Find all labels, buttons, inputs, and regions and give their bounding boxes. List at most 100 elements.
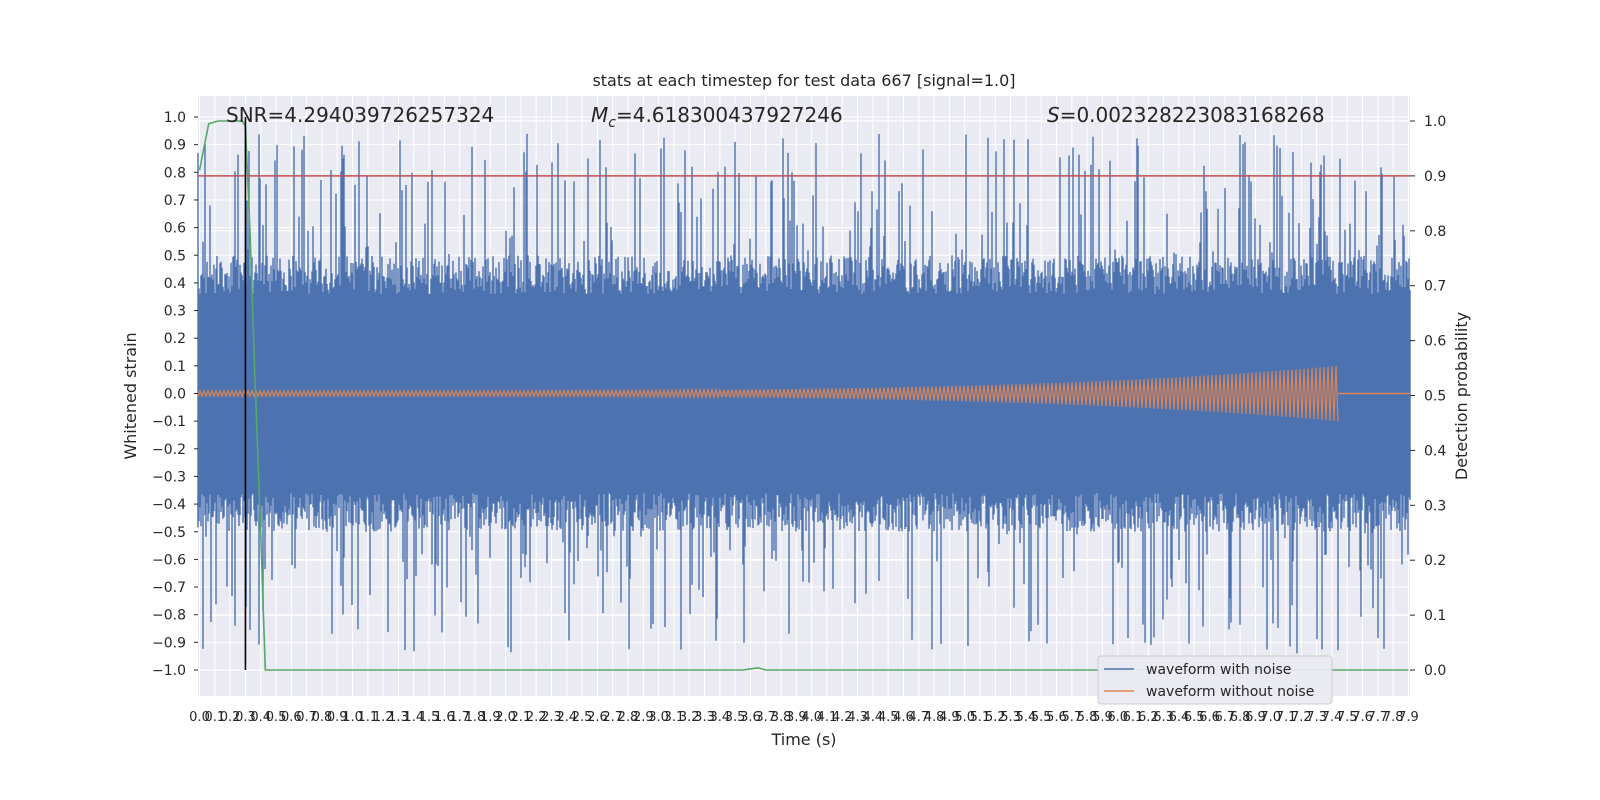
x-tick-label: 2.8 (618, 710, 639, 725)
y2-axis-label: Detection probability (1452, 312, 1471, 480)
x-tick-label: 1.6 (434, 710, 455, 725)
x-tick-label: 5.2 (985, 710, 1006, 725)
x-tick-label: 5.6 (1046, 710, 1067, 725)
chart-title: stats at each timestep for test data 667… (592, 71, 1015, 90)
x-tick-label: 1.5 (419, 710, 440, 725)
x-tick-label: 4.2 (832, 710, 853, 725)
chirp-mass-symbol: M (591, 103, 608, 127)
x-tick-label: 7.1 (1276, 710, 1297, 725)
x-tick-label: 2.5 (572, 710, 593, 725)
x-tick-label: 0.1 (204, 710, 225, 725)
x-tick-label: 5.9 (1092, 710, 1113, 725)
x-tick-label: 1.0 (342, 710, 363, 725)
y-tick-label: −1.0 (152, 663, 186, 679)
y-tick-label: 0.8 (164, 165, 186, 181)
x-tick-label: 4.4 (863, 710, 884, 725)
s-value: =0.002328223083168268 (1060, 103, 1325, 127)
x-tick-label: 4.0 (801, 710, 822, 725)
x-tick-label: 3.4 (709, 710, 730, 725)
x-tick-label: 5.7 (1061, 710, 1082, 725)
y-tick-label: 0.0 (164, 387, 186, 403)
x-tick-label: 4.6 (893, 710, 914, 725)
y2-tick-label: 0.3 (1424, 498, 1446, 514)
y-tick-label: −0.5 (152, 525, 186, 541)
x-tick-label: 2.0 (495, 710, 516, 725)
y-tick-label: −0.4 (152, 497, 186, 513)
y2-tick-label: 1.0 (1424, 114, 1446, 130)
y2-tick-label: 0.8 (1424, 224, 1446, 240)
x-tick-label: 6.1 (1123, 710, 1144, 725)
legend-label-noisy: waveform with noise (1146, 662, 1291, 678)
x-tick-label: 5.8 (1077, 710, 1098, 725)
s-annotation: S=0.002328223083168268 (1047, 103, 1325, 127)
y2-tick-label: 0.5 (1424, 389, 1446, 405)
x-tick-label: 5.1 (970, 710, 991, 725)
y-tick-label: 0.5 (164, 248, 186, 264)
x-tick-label: 2.6 (587, 710, 608, 725)
x-tick-label: 6.6 (1199, 710, 1220, 725)
x-tick-label: 6.4 (1169, 710, 1190, 725)
legend-box (1097, 655, 1333, 705)
x-tick-label: 3.7 (755, 710, 776, 725)
x-axis-label: Time (s) (770, 730, 836, 749)
y2-tick-label: 0.2 (1424, 553, 1446, 569)
waveform-without-noise-series (197, 365, 1410, 422)
x-tick-label: 3.6 (740, 710, 761, 725)
x-tick-label: 7.8 (1383, 710, 1404, 725)
x-tick-label: 6.5 (1184, 710, 1205, 725)
y-tick-label: −0.1 (152, 414, 186, 430)
y-tick-label: 0.2 (164, 331, 186, 347)
x-tick-label: 3.9 (786, 710, 807, 725)
x-tick-label: 2.7 (602, 710, 623, 725)
x-tick-label: 1.3 (388, 710, 409, 725)
legend-label-clean: waveform without noise (1146, 684, 1314, 700)
x-tick-label: 0.4 (250, 710, 271, 725)
y-tick-label: −0.3 (152, 469, 186, 485)
y2-tick-label: 0.7 (1424, 279, 1446, 295)
y2-tick-label: 0.0 (1424, 663, 1446, 679)
x-tick-label: 7.2 (1291, 710, 1312, 725)
x-tick-label: 6.7 (1214, 710, 1235, 725)
y-tick-label: 0.9 (164, 138, 186, 154)
x-tick-label: 1.2 (373, 710, 394, 725)
y2-tick-label: 0.1 (1424, 608, 1446, 624)
y-tick-label: −0.9 (152, 635, 186, 651)
x-tick-label: 1.8 (465, 710, 486, 725)
x-tick-label: 4.5 (878, 710, 899, 725)
x-tick-label: 6.9 (1245, 710, 1266, 725)
snr-annotation: SNR=4.294039726257324 (226, 103, 494, 127)
right-y-ticks: 0.0 0.1 0.2 0.3 0.4 0.5 0.6 0.7 0.8 0.9 1.0 (1410, 114, 1446, 679)
x-tick-label: 5.3 (1000, 710, 1021, 725)
x-tick-label: 5.0 (954, 710, 975, 725)
y-axis-label: Whitened strain (121, 332, 140, 459)
y2-tick-label: 0.9 (1424, 169, 1446, 185)
detection-probability-line (198, 120, 1409, 671)
x-tick-label: 0.0 (189, 710, 210, 725)
x-tick-label: 3.0 (648, 710, 669, 725)
x-tick-label: 4.7 (908, 710, 929, 725)
chirp-mass-annotation: Mc=4.618300437927246 (591, 103, 843, 131)
x-tick-label: 7.6 (1352, 710, 1373, 725)
y-tick-label: −0.2 (152, 442, 186, 458)
x-tick-label: 7.9 (1398, 710, 1419, 725)
x-tick-label: 3.2 (679, 710, 700, 725)
x-tick-label: 7.5 (1337, 710, 1358, 725)
s-symbol: S (1047, 103, 1060, 127)
x-tick-label: 3.1 (664, 710, 685, 725)
x-tick-label: 0.2 (220, 710, 241, 725)
x-tick-label: 7.0 (1260, 710, 1281, 725)
x-ticks: 0.00.10.20.30.40.50.60.70.80.91.01.11.21… (189, 710, 1419, 725)
chirp-mass-subscript: c (608, 115, 616, 131)
left-y-ticks: −1.0 −0.9 −0.8 −0.7 −0.6 −0.5 −0.4 −0.3 −0.2 −0.1… (152, 110, 198, 679)
x-tick-label: 6.0 (1107, 710, 1128, 725)
x-tick-label: 5.5 (1031, 710, 1052, 725)
x-tick-label: 0.6 (281, 710, 302, 725)
x-tick-label: 2.3 (541, 710, 562, 725)
y-tick-label: 0.7 (164, 193, 186, 209)
x-tick-label: 3.3 (694, 710, 715, 725)
x-tick-label: 0.8 (312, 710, 333, 725)
x-tick-label: 7.4 (1322, 710, 1343, 725)
waveform-without-noise-line (197, 365, 1339, 422)
y-tick-label: 0.1 (164, 359, 186, 375)
